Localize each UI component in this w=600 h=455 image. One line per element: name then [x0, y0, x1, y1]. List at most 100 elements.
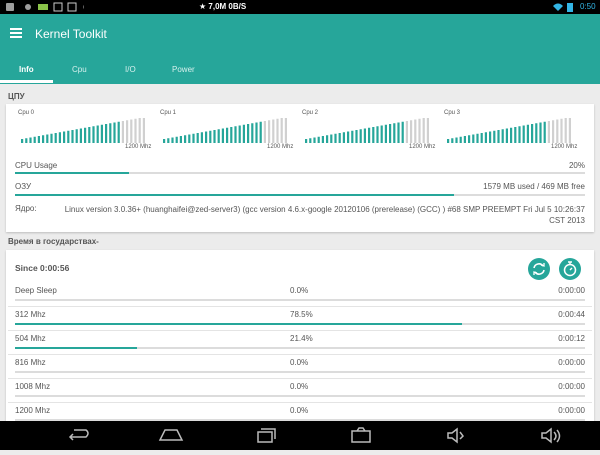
cpu-graph-bar	[230, 127, 233, 143]
cpu-graph-bar	[564, 118, 567, 143]
volume-up-button[interactable]	[541, 427, 561, 444]
screenshot-button[interactable]	[351, 427, 371, 443]
state-percent: 0.0%	[290, 358, 309, 367]
refresh-button[interactable]	[527, 257, 551, 281]
status-icons	[6, 2, 84, 12]
cpu-graph-bar	[372, 127, 375, 143]
cpu-graph-freq: 1200 Mhz	[125, 144, 152, 150]
cpu-graph-bar	[568, 118, 571, 143]
cpu-graph-bar	[175, 136, 178, 143]
cpu-graph-bar	[272, 119, 275, 143]
cpu-graph-bar	[134, 118, 137, 143]
cpu-graph-bar	[71, 130, 74, 143]
tab[interactable]: I/O	[125, 65, 136, 74]
cpu-graph-bar	[63, 131, 66, 143]
cpu-graph-bar	[505, 128, 508, 143]
cpu-graph-bar	[556, 119, 559, 143]
tab[interactable]: Info	[19, 65, 34, 74]
app-bar: Kernel Toolkit Info Cpu I/O Power	[0, 14, 600, 84]
volume-down-button[interactable]	[447, 427, 464, 444]
state-time: 0:00:44	[558, 310, 585, 319]
state-percent: 0.0%	[290, 382, 309, 391]
state-time: 0:00:00	[558, 406, 585, 415]
state-time: 0:00:00	[558, 358, 585, 367]
state-frequency: 1008 Mhz	[15, 382, 51, 391]
cpu-graph	[305, 118, 429, 143]
cpu-graph-bar	[535, 123, 538, 143]
cpu-graph-bar	[334, 133, 337, 143]
cpu-graph-bar	[309, 138, 312, 143]
cpu-graph-bar	[368, 127, 371, 143]
cpu-graph-bar	[263, 121, 266, 143]
tab[interactable]: Power	[172, 65, 195, 74]
cpu-graph-bar	[255, 122, 258, 143]
cpu-graph-bar	[363, 128, 366, 143]
cpu-graph-bar	[305, 139, 308, 143]
cpu-graph	[447, 118, 571, 143]
since-label: Since 0:00:56	[15, 263, 70, 273]
cpu-graph-bar	[493, 130, 496, 143]
cpu-graph-bar	[418, 118, 421, 143]
cpu-graph-bar	[171, 137, 174, 143]
cpu-graph-bar	[29, 137, 32, 143]
cpu-graph-bar	[92, 126, 95, 143]
cpu-graph-bar	[401, 121, 404, 143]
cpu-graph-freq: 1200 Mhz	[267, 144, 294, 150]
cpu-graph-bar	[518, 126, 521, 143]
cpu-graph-bar	[543, 121, 546, 143]
cpu-graph-bar	[221, 128, 224, 143]
cpu-graph-bar	[46, 134, 49, 143]
cpu-graph-bar	[376, 126, 379, 143]
cpu-graph-bar	[447, 139, 450, 143]
cpu-graph-bar	[33, 136, 36, 143]
cpu-graph-bar	[50, 133, 53, 143]
cpu-graph-bar	[130, 119, 133, 143]
cpu-graph-bar	[238, 125, 241, 143]
cpu-graph-bar	[192, 133, 195, 143]
cpu-graph-bar	[330, 134, 333, 143]
state-track	[15, 371, 585, 373]
cpu-graph-bar	[75, 129, 78, 143]
cpu-graph-bar	[113, 122, 116, 143]
state-bar	[15, 347, 137, 349]
row-divider	[8, 330, 592, 331]
cpu-graph-freq: 1200 Mhz	[551, 144, 578, 150]
row-divider	[8, 306, 592, 307]
ram-label: ОЗУ	[15, 182, 32, 191]
state-track	[15, 347, 585, 349]
section-title: ЦПУ	[8, 92, 25, 101]
cpu-graph-bar	[138, 118, 141, 143]
state-percent: 0.0%	[290, 286, 309, 295]
ram-track	[15, 194, 585, 196]
cpu-graph-bar	[510, 127, 513, 143]
cpu-graph-bar	[313, 137, 316, 143]
cpu-graph-bar	[547, 121, 550, 143]
back-button[interactable]	[68, 429, 89, 441]
states-card	[6, 250, 594, 421]
cpu-graph-bar	[96, 125, 99, 143]
state-frequency: 1200 Mhz	[15, 406, 51, 415]
cpu-graph-bar	[397, 122, 400, 143]
cpu-graph-bar	[560, 118, 563, 143]
menu-button[interactable]	[10, 28, 22, 38]
recents-button[interactable]	[257, 428, 276, 443]
cpu-graph-bar	[163, 139, 166, 143]
cpu-graph-bar	[317, 136, 320, 143]
cpu-graph-bar	[410, 120, 413, 143]
cpu-graph-bar	[42, 135, 45, 143]
cpu-graph-bar	[179, 136, 182, 143]
home-button[interactable]	[158, 429, 184, 441]
state-frequency: Deep Sleep	[15, 286, 57, 295]
tab[interactable]: Cpu	[72, 65, 87, 74]
ram-value: 1579 MB used / 469 MB free	[483, 182, 585, 191]
cpu-graph-bar	[167, 138, 170, 143]
cpu-graph-bar	[359, 129, 362, 143]
state-time: 0:00:00	[558, 286, 585, 295]
reset-button[interactable]	[558, 257, 582, 281]
state-bar	[15, 323, 463, 325]
cpu-graph-bar	[451, 138, 454, 143]
nav-icons	[68, 427, 561, 444]
cpu-graph-bar	[121, 121, 124, 143]
cpu-graph-bar	[405, 121, 408, 143]
